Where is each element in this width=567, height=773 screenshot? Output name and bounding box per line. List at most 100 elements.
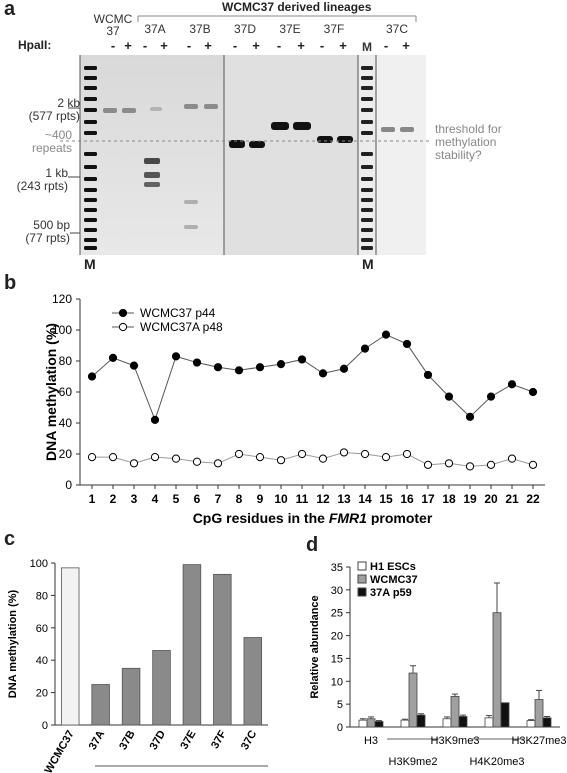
bar (450, 695, 460, 728)
data-point (402, 449, 412, 459)
marker-band (361, 238, 373, 242)
y-tick-label: 80 (36, 590, 48, 602)
marker-band (361, 165, 373, 169)
data-point (486, 392, 496, 401)
y-axis-label: DNA methylation (%) (43, 323, 59, 461)
x-tick-label: 37B (117, 728, 138, 752)
data-point (276, 360, 286, 369)
data-point (276, 456, 286, 465)
x-tick-label: H3K9me2 (389, 756, 438, 768)
data-point (234, 449, 244, 459)
lane-label-M: M (362, 40, 372, 54)
gel-figure (60, 15, 432, 255)
y-tick-label: 15 (331, 653, 343, 665)
bar (500, 702, 510, 728)
x-tick-label: H3K9me3 (431, 735, 480, 747)
data-point (108, 453, 118, 462)
y-tick-label: 0 (337, 722, 343, 734)
lane-label-37A: 37A (144, 22, 166, 36)
y-tick-label: 25 (331, 608, 343, 620)
x-tick-label: 11 (296, 492, 309, 506)
x-tick-label: H3 (364, 735, 378, 747)
x-tick-label: 22 (526, 492, 540, 506)
marker-band (84, 120, 97, 124)
bar (492, 612, 502, 728)
data-point (465, 462, 475, 471)
y-tick-label: 40 (36, 655, 48, 667)
marker-band (84, 246, 97, 250)
minus-sign: - (186, 38, 192, 53)
data-point (171, 454, 181, 463)
size-500: 500 bp (33, 218, 70, 232)
bar (458, 716, 468, 728)
data-point (423, 370, 433, 380)
marker-band (361, 120, 373, 124)
x-tick-label: 15 (379, 492, 393, 506)
x-tick-label: 14 (358, 492, 372, 506)
x-tick-label: 6 (194, 492, 201, 506)
data-point (360, 344, 370, 353)
x-tick-label: 13 (337, 492, 351, 506)
data-point (87, 453, 97, 462)
data-point (507, 454, 517, 463)
lane-label-37E: 37E (279, 22, 301, 36)
panel-b-label: b (4, 272, 17, 294)
y-axis-label: Relative abundance (309, 595, 321, 698)
x-tick-label: 5 (173, 492, 180, 506)
x-tick-label: 9 (257, 492, 264, 506)
y-tick-label: 20 (331, 631, 343, 643)
marker-band (84, 208, 97, 212)
data-point (192, 358, 202, 367)
marker-band (361, 228, 373, 232)
y-tick-label: 20 (36, 688, 48, 700)
data-point (360, 449, 370, 459)
legend-swatch (357, 574, 367, 584)
data-point (423, 460, 433, 469)
marker-band (361, 198, 373, 202)
y-tick-label: 100 (52, 323, 72, 337)
y-tick-label: 120 (52, 292, 72, 306)
data-point (318, 454, 328, 463)
panel-c-label: c (4, 528, 16, 550)
data-point (297, 449, 307, 459)
parent-label: WCMC 37 (93, 12, 133, 38)
marker-band (84, 188, 97, 192)
x-tick-label: H3K27me3 (511, 735, 566, 747)
lane-label-37F: 37F (323, 22, 345, 36)
data-point (381, 453, 391, 462)
bar (182, 564, 202, 726)
x-tick-label: 37E (178, 729, 198, 752)
marker-band (361, 97, 373, 101)
hpall-label: HpaII: (18, 38, 52, 52)
y-tick-label: 5 (337, 699, 343, 711)
chart-d: 0 5 10 15 20 25 30 35 H3 H3K9me2 H3K9me3 H4K20me3 H3… (309, 561, 567, 768)
bar (374, 721, 384, 728)
panel-d-label: d (306, 534, 319, 556)
y-tick-label: 60 (36, 623, 48, 635)
x-tick-label: 19 (463, 492, 477, 506)
x-tick-label: 4 (152, 492, 159, 506)
plus-sign: + (160, 38, 168, 53)
size-400: ~400 (44, 128, 72, 142)
marker-band (84, 198, 97, 202)
minus-sign: - (383, 38, 389, 53)
chart-c: 0 20 40 60 80 100 WCMC37 37A 37B 37D 37E 37F 37C DNA … (7, 558, 268, 773)
data-point (444, 392, 454, 401)
plus-sign: + (339, 38, 347, 53)
data-point (339, 364, 349, 373)
data-point (486, 460, 496, 469)
x-tick-label: 7 (215, 492, 222, 506)
marker-label-left: M (84, 256, 96, 272)
legend-marker (118, 322, 128, 332)
bar (416, 714, 426, 728)
legend-swatch (357, 587, 367, 597)
marker-band (84, 228, 97, 232)
x-axis-label: WCMC37 subclones (124, 771, 239, 773)
panel-a-label: a (4, 0, 16, 20)
bar (121, 667, 141, 726)
data-point (528, 387, 538, 397)
size-2kb-rpts: (577 rpts) (28, 109, 80, 123)
data-point (444, 459, 454, 468)
plus-sign: + (124, 38, 132, 53)
x-axis-label: CpG residues in the FMR1 promoter (193, 510, 433, 525)
